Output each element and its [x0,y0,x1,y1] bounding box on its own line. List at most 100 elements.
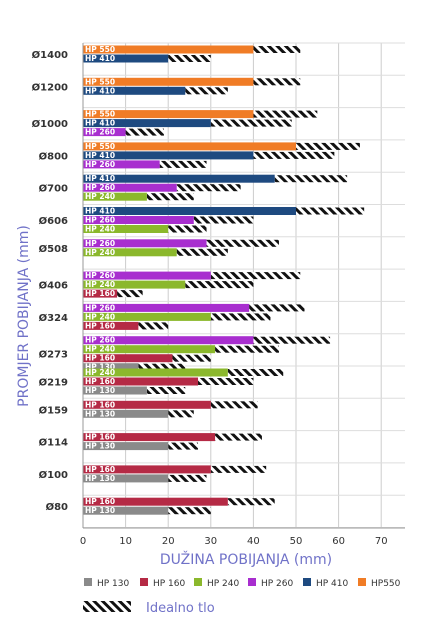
bar [83,160,160,169]
x-axis-title: DUŽINA POBIJANJA (mm) [160,550,332,568]
bar-group: HP 240 [83,345,279,354]
bar [83,386,147,395]
bar-group: HP 240 [83,248,228,257]
category-label: Ø1000 [32,118,68,130]
bar-label: HP 130 [85,363,115,372]
legend-swatch [140,578,148,586]
ideal-bar [206,239,279,247]
bar [83,271,211,280]
bar-label: HP 240 [85,192,115,201]
bar-group: HP 160 [83,400,258,409]
ideal-bar [215,345,279,353]
bar [83,45,254,54]
ideal-bar [249,304,305,312]
bar-label: HP 240 [85,280,115,289]
legend-swatch [303,578,311,586]
bar-label: HP 160 [85,433,115,442]
bar [83,183,177,192]
ideal-bar [210,119,292,127]
bar-label: HP 260 [85,128,115,137]
ideal-bar [274,175,348,183]
bar-group: HP 160 [83,433,262,442]
bar-label: HP 550 [85,110,115,119]
bar-group: HP 130 [83,506,211,515]
x-tick-label: 60 [332,536,345,547]
bar [83,409,169,418]
bar-label: HP 240 [85,345,115,354]
bar [83,336,254,345]
category-label: Ø800 [39,150,68,162]
x-tick-label: 0 [80,536,86,547]
ideal-bar [253,78,301,86]
bar-group: HP 130 [83,409,194,418]
x-tick-label: 30 [204,536,217,547]
bar-label: HP 160 [85,400,115,409]
bar-group: HP 410 [83,54,211,63]
bar-group: HP 240 [83,312,271,321]
bar-label: HP 260 [85,336,115,345]
grid [82,42,405,528]
bar-group: HP 240 [83,280,254,289]
category-label: Ø700 [39,183,68,195]
ideal-bar [210,401,258,409]
bar-label: HP 130 [85,474,115,483]
bar [83,400,211,409]
ideal-bar [227,498,275,506]
bar [83,280,186,289]
y-axis-title: PROMJER POBIJANJA (mm) [16,225,32,407]
bar [83,506,169,515]
ideal-bar [172,354,211,362]
bar [83,128,126,137]
bar-label: HP 160 [85,465,115,474]
x-tick-label: 10 [119,536,132,547]
bar-label: HP 240 [85,225,115,234]
bar-label: HP 410 [85,174,115,183]
bar-group: HP 260 [83,303,305,312]
bar [83,174,275,183]
category-label: Ø80 [46,501,68,513]
category-labels: Ø1400 Ø1200 Ø1000 Ø800 Ø700 Ø606 Ø508 Ø406 Ø324 Ø… [32,49,68,513]
bar-group: HP 260 [83,128,164,137]
ideal-bar [210,272,301,280]
ideal-bar [210,465,267,473]
bar [83,474,169,483]
bar-group: HP 240 [83,225,207,234]
bar-label: HP 240 [85,312,115,321]
bar [83,377,199,386]
x-axis: 0 10 20 30 40 50 60 70 [80,43,405,547]
bar-group: HP 260 [83,336,331,345]
ideal-bar [253,46,301,53]
category-label: Ø159 [39,404,68,416]
category-label: Ø606 [39,215,68,227]
ideal-legend-label: Idealno tlo [146,601,215,616]
bar-group: HP 550 [83,77,301,86]
bar-label: HP 260 [85,271,115,280]
bar [83,216,194,224]
bar [83,368,228,377]
category-label: Ø1200 [32,81,68,93]
ideal-bar [138,322,169,330]
bar [83,465,211,474]
category-label: Ø273 [39,349,68,361]
bar-group: HP 160 [83,289,143,298]
bar-group: HP 160 [83,497,275,506]
x-tick-label: 40 [247,536,260,547]
bar [83,77,254,86]
bar [83,239,207,248]
ideal-bar [146,193,194,201]
category-label: Ø114 [39,437,68,449]
bar-label: HP 410 [85,207,115,216]
bar-label: HP 260 [85,239,115,248]
bar-group: HP 240 [83,368,284,377]
ideal-bar [215,433,262,441]
ideal-bar [185,87,228,95]
bar-label: HP 410 [85,86,115,95]
ideal-bar [176,184,241,192]
bar-label: HP 550 [85,142,115,151]
ideal-bar [168,410,194,418]
ideal-bar [159,160,207,168]
bar-label: HP 410 [85,54,115,63]
legend-swatch [358,578,366,586]
x-tick-label: 20 [162,536,175,547]
